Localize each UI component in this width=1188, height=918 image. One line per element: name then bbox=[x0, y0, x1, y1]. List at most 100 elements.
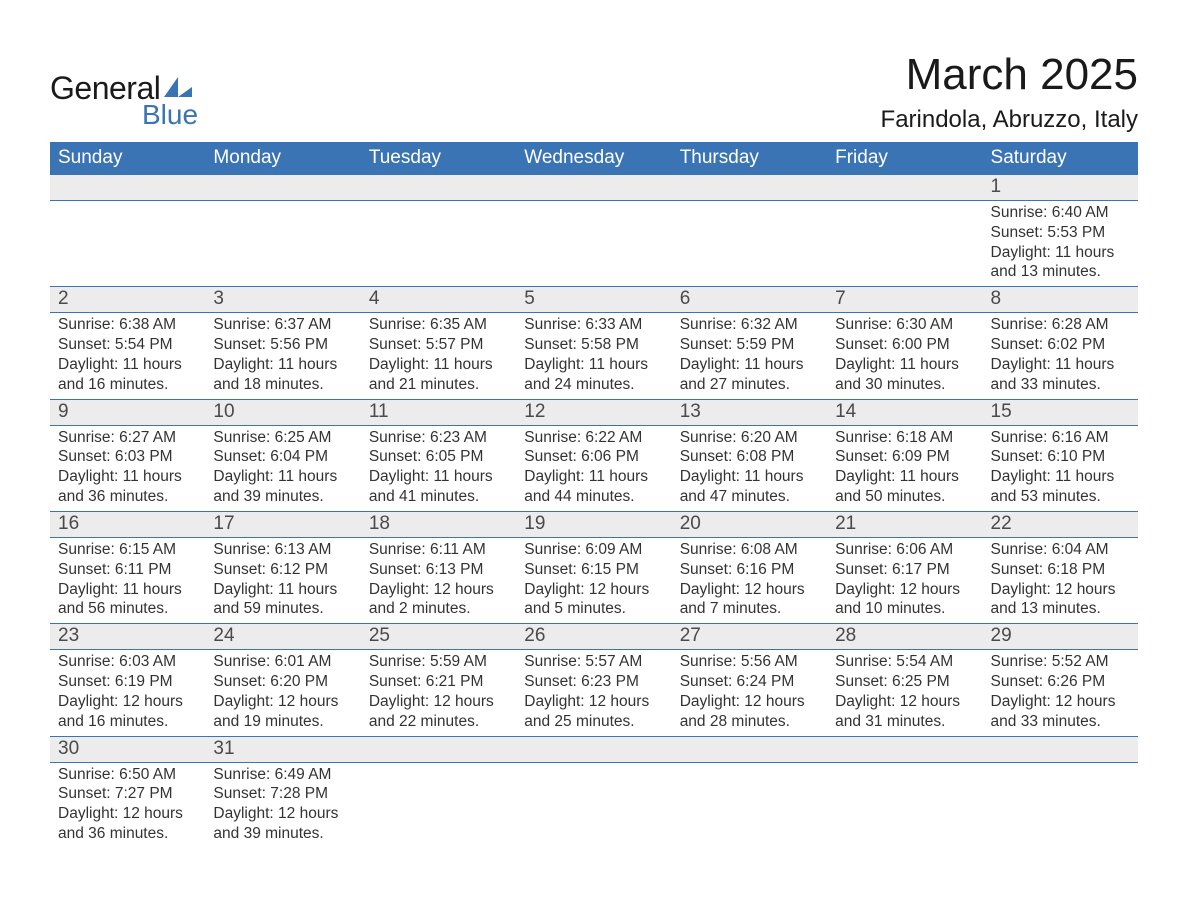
sunset-text: Sunset: 6:23 PM bbox=[524, 672, 663, 692]
daylight-text: Daylight: 11 hours and 41 minutes. bbox=[369, 467, 508, 507]
day-detail-cell: Sunrise: 5:54 AMSunset: 6:25 PMDaylight:… bbox=[827, 650, 982, 736]
day-detail bbox=[827, 201, 982, 281]
day-number: 16 bbox=[50, 512, 205, 537]
day-detail bbox=[516, 763, 671, 843]
sunrise-text: Sunrise: 6:23 AM bbox=[369, 428, 508, 448]
day-detail: Sunrise: 6:22 AMSunset: 6:06 PMDaylight:… bbox=[516, 426, 671, 511]
day-detail: Sunrise: 6:20 AMSunset: 6:08 PMDaylight:… bbox=[672, 426, 827, 511]
day-cell bbox=[983, 736, 1138, 762]
sunset-text: Sunset: 6:11 PM bbox=[58, 560, 197, 580]
week-number-row: 23242526272829 bbox=[50, 624, 1138, 650]
day-detail bbox=[672, 201, 827, 281]
sunset-text: Sunset: 6:18 PM bbox=[991, 560, 1130, 580]
day-header: Saturday bbox=[983, 142, 1138, 175]
day-detail: Sunrise: 6:18 AMSunset: 6:09 PMDaylight:… bbox=[827, 426, 982, 511]
brand-logo: General Blue bbox=[50, 70, 198, 131]
day-cell: 3 bbox=[205, 287, 360, 313]
day-detail: Sunrise: 6:09 AMSunset: 6:15 PMDaylight:… bbox=[516, 538, 671, 623]
day-detail-cell bbox=[516, 201, 671, 287]
day-detail-cell bbox=[50, 201, 205, 287]
page-title: March 2025 bbox=[881, 50, 1138, 100]
day-detail: Sunrise: 6:11 AMSunset: 6:13 PMDaylight:… bbox=[361, 538, 516, 623]
daylight-text: Daylight: 11 hours and 18 minutes. bbox=[213, 355, 352, 395]
day-cell bbox=[50, 175, 205, 201]
day-cell: 16 bbox=[50, 511, 205, 537]
day-cell bbox=[516, 736, 671, 762]
day-detail-cell: Sunrise: 6:16 AMSunset: 6:10 PMDaylight:… bbox=[983, 425, 1138, 511]
day-number: 7 bbox=[827, 287, 982, 312]
sunset-text: Sunset: 6:16 PM bbox=[680, 560, 819, 580]
sunset-text: Sunset: 5:58 PM bbox=[524, 335, 663, 355]
sunset-text: Sunset: 6:02 PM bbox=[991, 335, 1130, 355]
day-cell: 21 bbox=[827, 511, 982, 537]
week-detail-row: Sunrise: 6:38 AMSunset: 5:54 PMDaylight:… bbox=[50, 313, 1138, 399]
sunrise-text: Sunrise: 6:03 AM bbox=[58, 652, 197, 672]
day-number: 14 bbox=[827, 400, 982, 425]
day-cell: 11 bbox=[361, 399, 516, 425]
daylight-text: Daylight: 11 hours and 39 minutes. bbox=[213, 467, 352, 507]
day-detail-cell: Sunrise: 6:49 AMSunset: 7:28 PMDaylight:… bbox=[205, 762, 360, 848]
day-detail-cell: Sunrise: 6:08 AMSunset: 6:16 PMDaylight:… bbox=[672, 537, 827, 623]
sunset-text: Sunset: 7:27 PM bbox=[58, 784, 197, 804]
day-cell: 23 bbox=[50, 624, 205, 650]
day-number: 20 bbox=[672, 512, 827, 537]
day-detail-cell bbox=[827, 762, 982, 848]
sunrise-text: Sunrise: 6:33 AM bbox=[524, 315, 663, 335]
brand-shape-icon bbox=[164, 77, 192, 99]
day-detail-cell: Sunrise: 6:20 AMSunset: 6:08 PMDaylight:… bbox=[672, 425, 827, 511]
day-detail-cell: Sunrise: 6:35 AMSunset: 5:57 PMDaylight:… bbox=[361, 313, 516, 399]
sunrise-text: Sunrise: 6:37 AM bbox=[213, 315, 352, 335]
day-detail-cell: Sunrise: 6:25 AMSunset: 6:04 PMDaylight:… bbox=[205, 425, 360, 511]
day-detail bbox=[361, 201, 516, 281]
day-number: 6 bbox=[672, 287, 827, 312]
sunset-text: Sunset: 6:09 PM bbox=[835, 447, 974, 467]
daylight-text: Daylight: 11 hours and 47 minutes. bbox=[680, 467, 819, 507]
daylight-text: Daylight: 11 hours and 33 minutes. bbox=[991, 355, 1130, 395]
day-detail: Sunrise: 5:59 AMSunset: 6:21 PMDaylight:… bbox=[361, 650, 516, 735]
day-cell bbox=[827, 175, 982, 201]
day-detail: Sunrise: 6:25 AMSunset: 6:04 PMDaylight:… bbox=[205, 426, 360, 511]
day-number bbox=[672, 737, 827, 761]
daylight-text: Daylight: 11 hours and 16 minutes. bbox=[58, 355, 197, 395]
daylight-text: Daylight: 12 hours and 7 minutes. bbox=[680, 580, 819, 620]
sunrise-text: Sunrise: 5:57 AM bbox=[524, 652, 663, 672]
day-cell: 30 bbox=[50, 736, 205, 762]
daylight-text: Daylight: 12 hours and 33 minutes. bbox=[991, 692, 1130, 732]
day-cell: 24 bbox=[205, 624, 360, 650]
day-cell: 4 bbox=[361, 287, 516, 313]
day-number: 3 bbox=[205, 287, 360, 312]
day-number: 8 bbox=[983, 287, 1138, 312]
day-detail-cell: Sunrise: 6:38 AMSunset: 5:54 PMDaylight:… bbox=[50, 313, 205, 399]
daylight-text: Daylight: 12 hours and 13 minutes. bbox=[991, 580, 1130, 620]
sunset-text: Sunset: 5:56 PM bbox=[213, 335, 352, 355]
day-detail: Sunrise: 5:57 AMSunset: 6:23 PMDaylight:… bbox=[516, 650, 671, 735]
location-text: Farindola, Abruzzo, Italy bbox=[881, 106, 1138, 134]
sunrise-text: Sunrise: 6:15 AM bbox=[58, 540, 197, 560]
day-detail bbox=[361, 763, 516, 843]
daylight-text: Daylight: 12 hours and 39 minutes. bbox=[213, 804, 352, 844]
daylight-text: Daylight: 12 hours and 28 minutes. bbox=[680, 692, 819, 732]
day-cell: 5 bbox=[516, 287, 671, 313]
day-number bbox=[516, 737, 671, 761]
sunrise-text: Sunrise: 6:16 AM bbox=[991, 428, 1130, 448]
day-cell: 2 bbox=[50, 287, 205, 313]
daylight-text: Daylight: 12 hours and 36 minutes. bbox=[58, 804, 197, 844]
daylight-text: Daylight: 11 hours and 24 minutes. bbox=[524, 355, 663, 395]
sunset-text: Sunset: 6:21 PM bbox=[369, 672, 508, 692]
day-detail-cell: Sunrise: 6:40 AMSunset: 5:53 PMDaylight:… bbox=[983, 201, 1138, 287]
week-detail-row: Sunrise: 6:40 AMSunset: 5:53 PMDaylight:… bbox=[50, 201, 1138, 287]
day-number bbox=[361, 737, 516, 761]
day-header: Sunday bbox=[50, 142, 205, 175]
sunrise-text: Sunrise: 6:04 AM bbox=[991, 540, 1130, 560]
sunset-text: Sunset: 6:13 PM bbox=[369, 560, 508, 580]
sunrise-text: Sunrise: 5:59 AM bbox=[369, 652, 508, 672]
sunrise-text: Sunrise: 6:20 AM bbox=[680, 428, 819, 448]
day-number bbox=[672, 175, 827, 199]
sunrise-text: Sunrise: 6:22 AM bbox=[524, 428, 663, 448]
day-detail-cell: Sunrise: 6:23 AMSunset: 6:05 PMDaylight:… bbox=[361, 425, 516, 511]
sunrise-text: Sunrise: 6:11 AM bbox=[369, 540, 508, 560]
day-cell: 12 bbox=[516, 399, 671, 425]
day-detail: Sunrise: 6:28 AMSunset: 6:02 PMDaylight:… bbox=[983, 313, 1138, 398]
day-cell bbox=[205, 175, 360, 201]
day-number: 4 bbox=[361, 287, 516, 312]
